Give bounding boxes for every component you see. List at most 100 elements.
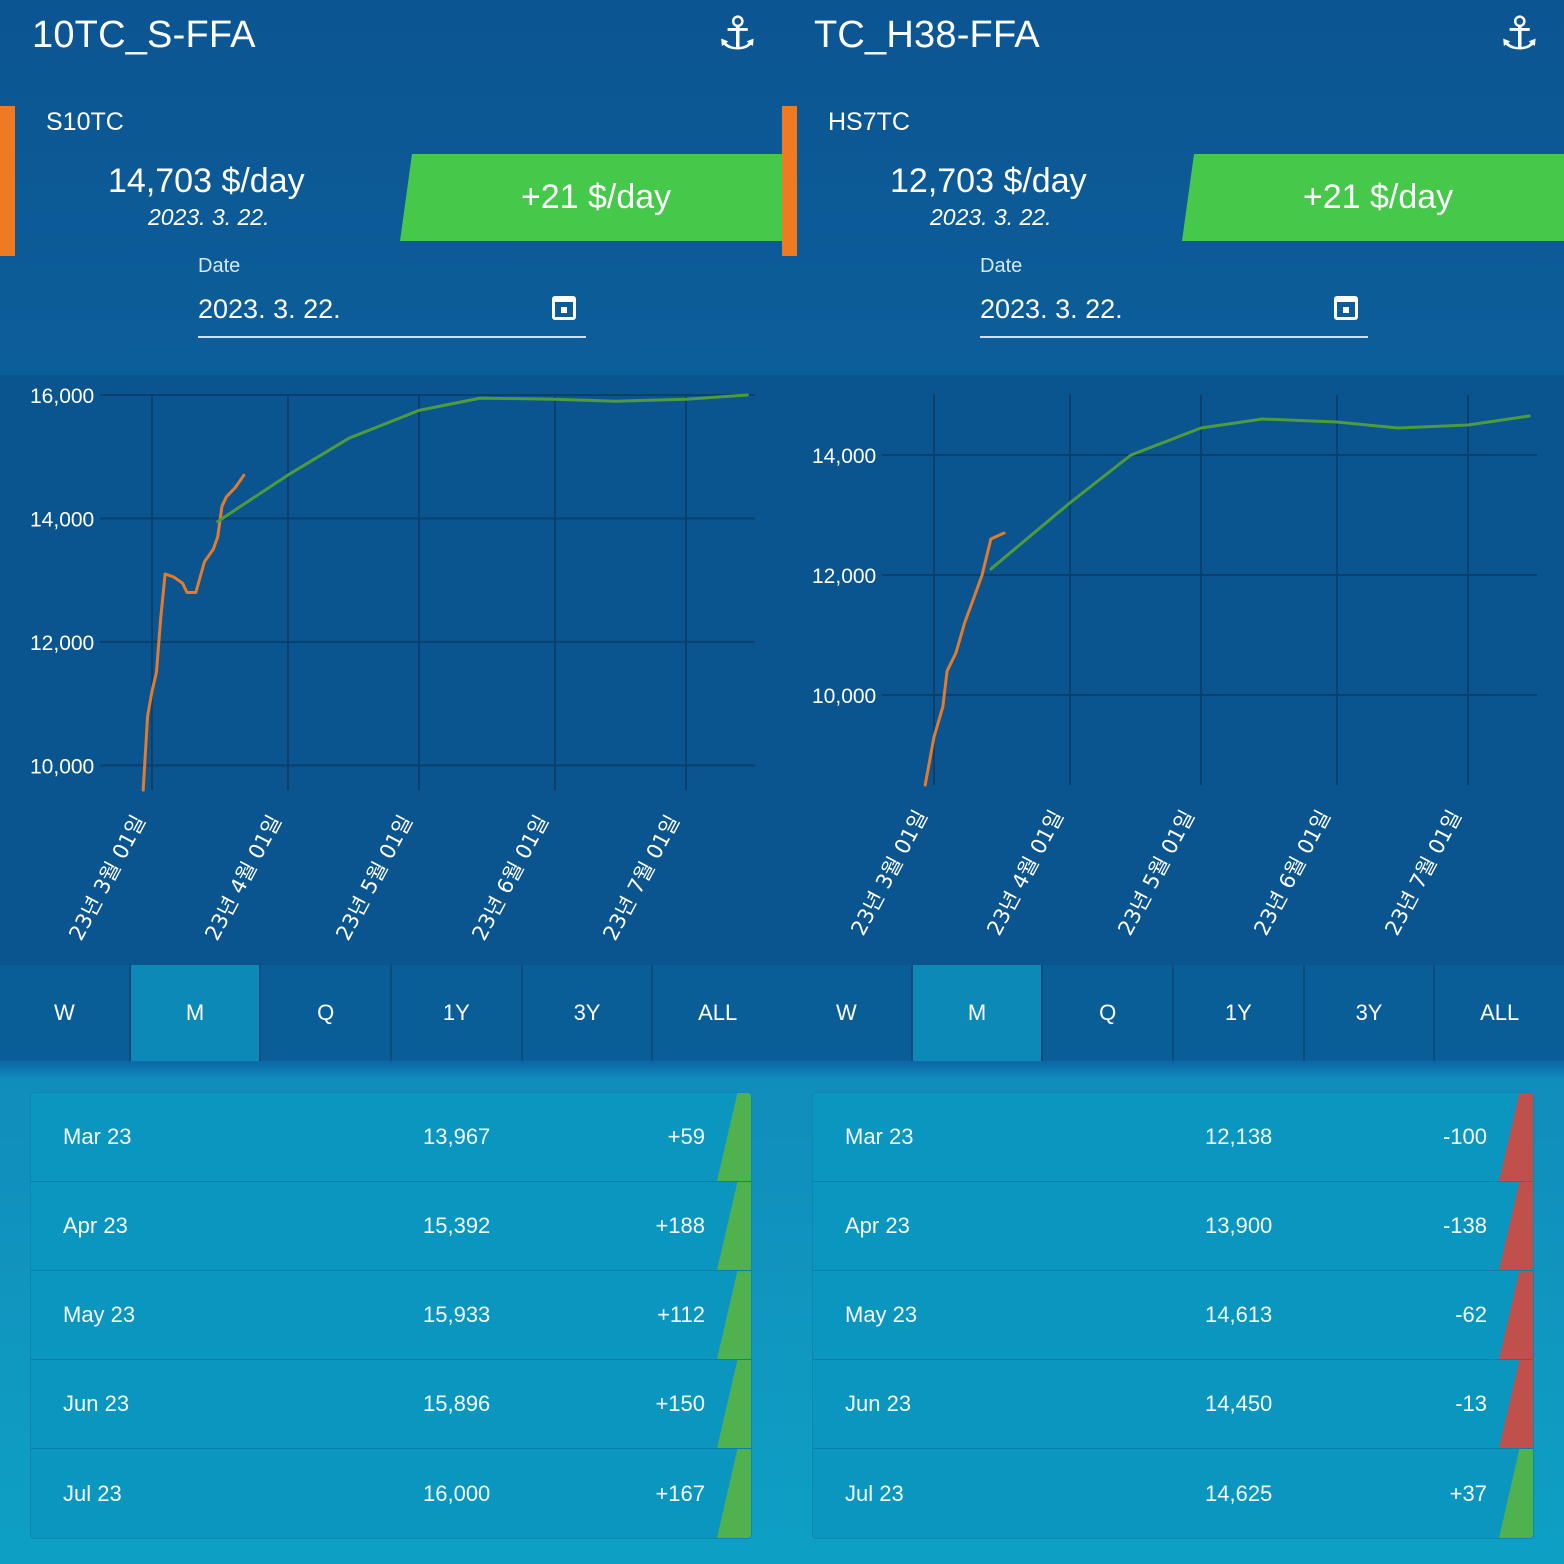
list-item[interactable]: Apr 23 15,392 +188 — [31, 1182, 751, 1271]
contract-list: Mar 23 12,138 -100 Apr 23 13,900 -138 Ma… — [812, 1092, 1534, 1539]
x-tick-label: 23년 4월 01일 — [200, 811, 286, 944]
tab-3y[interactable]: 3Y — [522, 965, 654, 1061]
tab-quarter[interactable]: Q — [1043, 965, 1175, 1061]
tab-3y[interactable]: 3Y — [1304, 965, 1436, 1061]
list-item[interactable]: Jun 23 14,450 -13 — [813, 1360, 1533, 1449]
tab-month[interactable]: M — [912, 965, 1044, 1061]
contract-delta: +112 — [657, 1302, 705, 1327]
contract-month: Jun 23 — [63, 1391, 130, 1416]
contract-month: Apr 23 — [845, 1213, 910, 1238]
price-date: 2023. 3. 22. — [148, 204, 270, 230]
up-indicator — [717, 1449, 751, 1538]
list-item[interactable]: Apr 23 13,900 -138 — [813, 1182, 1533, 1271]
contract-value: 15,896 — [423, 1391, 491, 1416]
panel-title: 10TC_S-FFA — [32, 14, 256, 56]
series-line — [989, 414, 1531, 571]
anchor-icon[interactable]: ⚓ — [716, 7, 758, 59]
y-tick-label: 14,000 — [30, 508, 94, 531]
current-price: 14,703 $/day — [108, 162, 305, 200]
tab-month[interactable]: M — [130, 965, 262, 1061]
panel-header: 10TC_S-FFA ⚓ S10TC 14,703 $/day 2023. 3.… — [0, 0, 782, 375]
x-tick-label: 23년 7월 01일 — [598, 811, 684, 944]
contract-value: 14,625 — [1205, 1480, 1273, 1506]
change-value: +21 $/day — [520, 178, 672, 216]
x-tick-label: 23년 3월 01일 — [846, 806, 932, 939]
price-chart: 16,000 14,000 12,000 10,000 23년 3월 01일 23년 4월… — [0, 375, 782, 965]
contract-value: 13,967 — [423, 1124, 491, 1149]
index-code: S10TC — [46, 108, 124, 136]
price-chart: 14,000 12,000 10,000 23년 3월 01일 23년 4월 01일 23… — [782, 375, 1564, 965]
contract-month: May 23 — [63, 1302, 136, 1327]
calendar-icon[interactable] — [1334, 296, 1358, 320]
x-tick-label: 23년 6월 01일 — [467, 811, 553, 944]
price-date: 2023. 3. 22. — [930, 204, 1052, 230]
y-tick-label: 10,000 — [812, 685, 876, 708]
contract-month: May 23 — [845, 1302, 918, 1327]
calendar-icon[interactable] — [552, 296, 576, 320]
x-tick-label: 23년 5월 01일 — [331, 811, 417, 944]
x-tick-label: 23년 7월 01일 — [1380, 806, 1466, 939]
contract-month: Jun 23 — [845, 1391, 912, 1416]
change-value: +21 $/day — [1302, 178, 1454, 216]
contract-month: Mar 23 — [63, 1124, 132, 1149]
up-indicator — [717, 1271, 751, 1359]
date-field[interactable]: 2023. 3. 22. — [980, 288, 1368, 338]
contract-delta: -100 — [1442, 1124, 1487, 1149]
down-indicator — [1499, 1271, 1533, 1359]
tab-all[interactable]: ALL — [653, 965, 782, 1061]
change-badge: +21 $/day — [400, 154, 782, 241]
list-item[interactable]: May 23 14,613 -62 — [813, 1271, 1533, 1360]
contract-month: Apr 23 — [63, 1213, 128, 1238]
anchor-icon[interactable]: ⚓ — [1498, 7, 1540, 59]
list-item[interactable]: Jul 23 16,000 +167 — [31, 1449, 751, 1538]
contract-value: 13,900 — [1205, 1213, 1273, 1238]
date-value: 2023. 3. 22. — [198, 294, 341, 324]
x-tick-label: 23년 6월 01일 — [1249, 806, 1335, 939]
tab-week[interactable]: W — [782, 965, 913, 1061]
panel-header: TC_H38-FFA ⚓ HS7TC 12,703 $/day 2023. 3.… — [782, 0, 1564, 375]
contract-delta: +150 — [655, 1391, 705, 1416]
tab-1y[interactable]: 1Y — [392, 965, 523, 1061]
up-indicator — [1499, 1449, 1533, 1538]
chart-svg: 16,000 14,000 12,000 10,000 23년 3월 01일 23년 4월… — [30, 385, 755, 944]
tab-quarter[interactable]: Q — [261, 965, 393, 1061]
y-tick-label: 16,000 — [30, 385, 94, 408]
series-line — [141, 473, 246, 792]
tab-1y[interactable]: 1Y — [1174, 965, 1305, 1061]
contract-value: 14,613 — [1205, 1302, 1273, 1327]
contract-delta: +37 — [1449, 1480, 1487, 1506]
contract-delta: +167 — [655, 1480, 705, 1506]
contract-month: Jul 23 — [845, 1480, 904, 1506]
x-tick-label: 23년 3월 01일 — [64, 811, 150, 944]
period-tabs: W M Q 1Y 3Y ALL — [0, 965, 782, 1061]
down-indicator — [1499, 1093, 1533, 1181]
contract-value: 16,000 — [423, 1480, 491, 1506]
series-line — [923, 531, 1006, 787]
ffa-panel-right: TC_H38-FFA ⚓ HS7TC 12,703 $/day 2023. 3.… — [782, 0, 1564, 1564]
contract-value: 14,450 — [1205, 1391, 1273, 1416]
contract-delta: +59 — [667, 1124, 705, 1149]
panel-title: TC_H38-FFA — [814, 14, 1040, 56]
contract-delta: +188 — [655, 1213, 705, 1238]
tab-week[interactable]: W — [0, 965, 131, 1061]
up-indicator — [717, 1093, 751, 1181]
contract-value: 15,933 — [423, 1302, 491, 1327]
tab-all[interactable]: ALL — [1435, 965, 1564, 1061]
contract-value: 15,392 — [423, 1213, 491, 1238]
contract-list: Mar 23 13,967 +59 Apr 23 15,392 +188 May… — [30, 1092, 752, 1539]
y-tick-label: 12,000 — [812, 565, 876, 588]
list-item[interactable]: May 23 15,933 +112 — [31, 1271, 751, 1360]
date-field[interactable]: 2023. 3. 22. — [198, 288, 586, 338]
chart-svg: 14,000 12,000 10,000 23년 3월 01일 23년 4월 01일 23… — [812, 395, 1537, 939]
down-indicator — [1499, 1182, 1533, 1270]
ffa-panel-left: 10TC_S-FFA ⚓ S10TC 14,703 $/day 2023. 3.… — [0, 0, 782, 1564]
contract-value: 12,138 — [1205, 1124, 1273, 1149]
up-indicator — [717, 1182, 751, 1270]
series-line — [216, 393, 749, 523]
list-item[interactable]: Jun 23 15,896 +150 — [31, 1360, 751, 1449]
date-label: Date — [980, 255, 1023, 277]
list-item[interactable]: Mar 23 12,138 -100 — [813, 1093, 1533, 1182]
list-item[interactable]: Mar 23 13,967 +59 — [31, 1093, 751, 1182]
list-item[interactable]: Jul 23 14,625 +37 — [813, 1449, 1533, 1538]
x-tick-label: 23년 5월 01일 — [1113, 806, 1199, 939]
